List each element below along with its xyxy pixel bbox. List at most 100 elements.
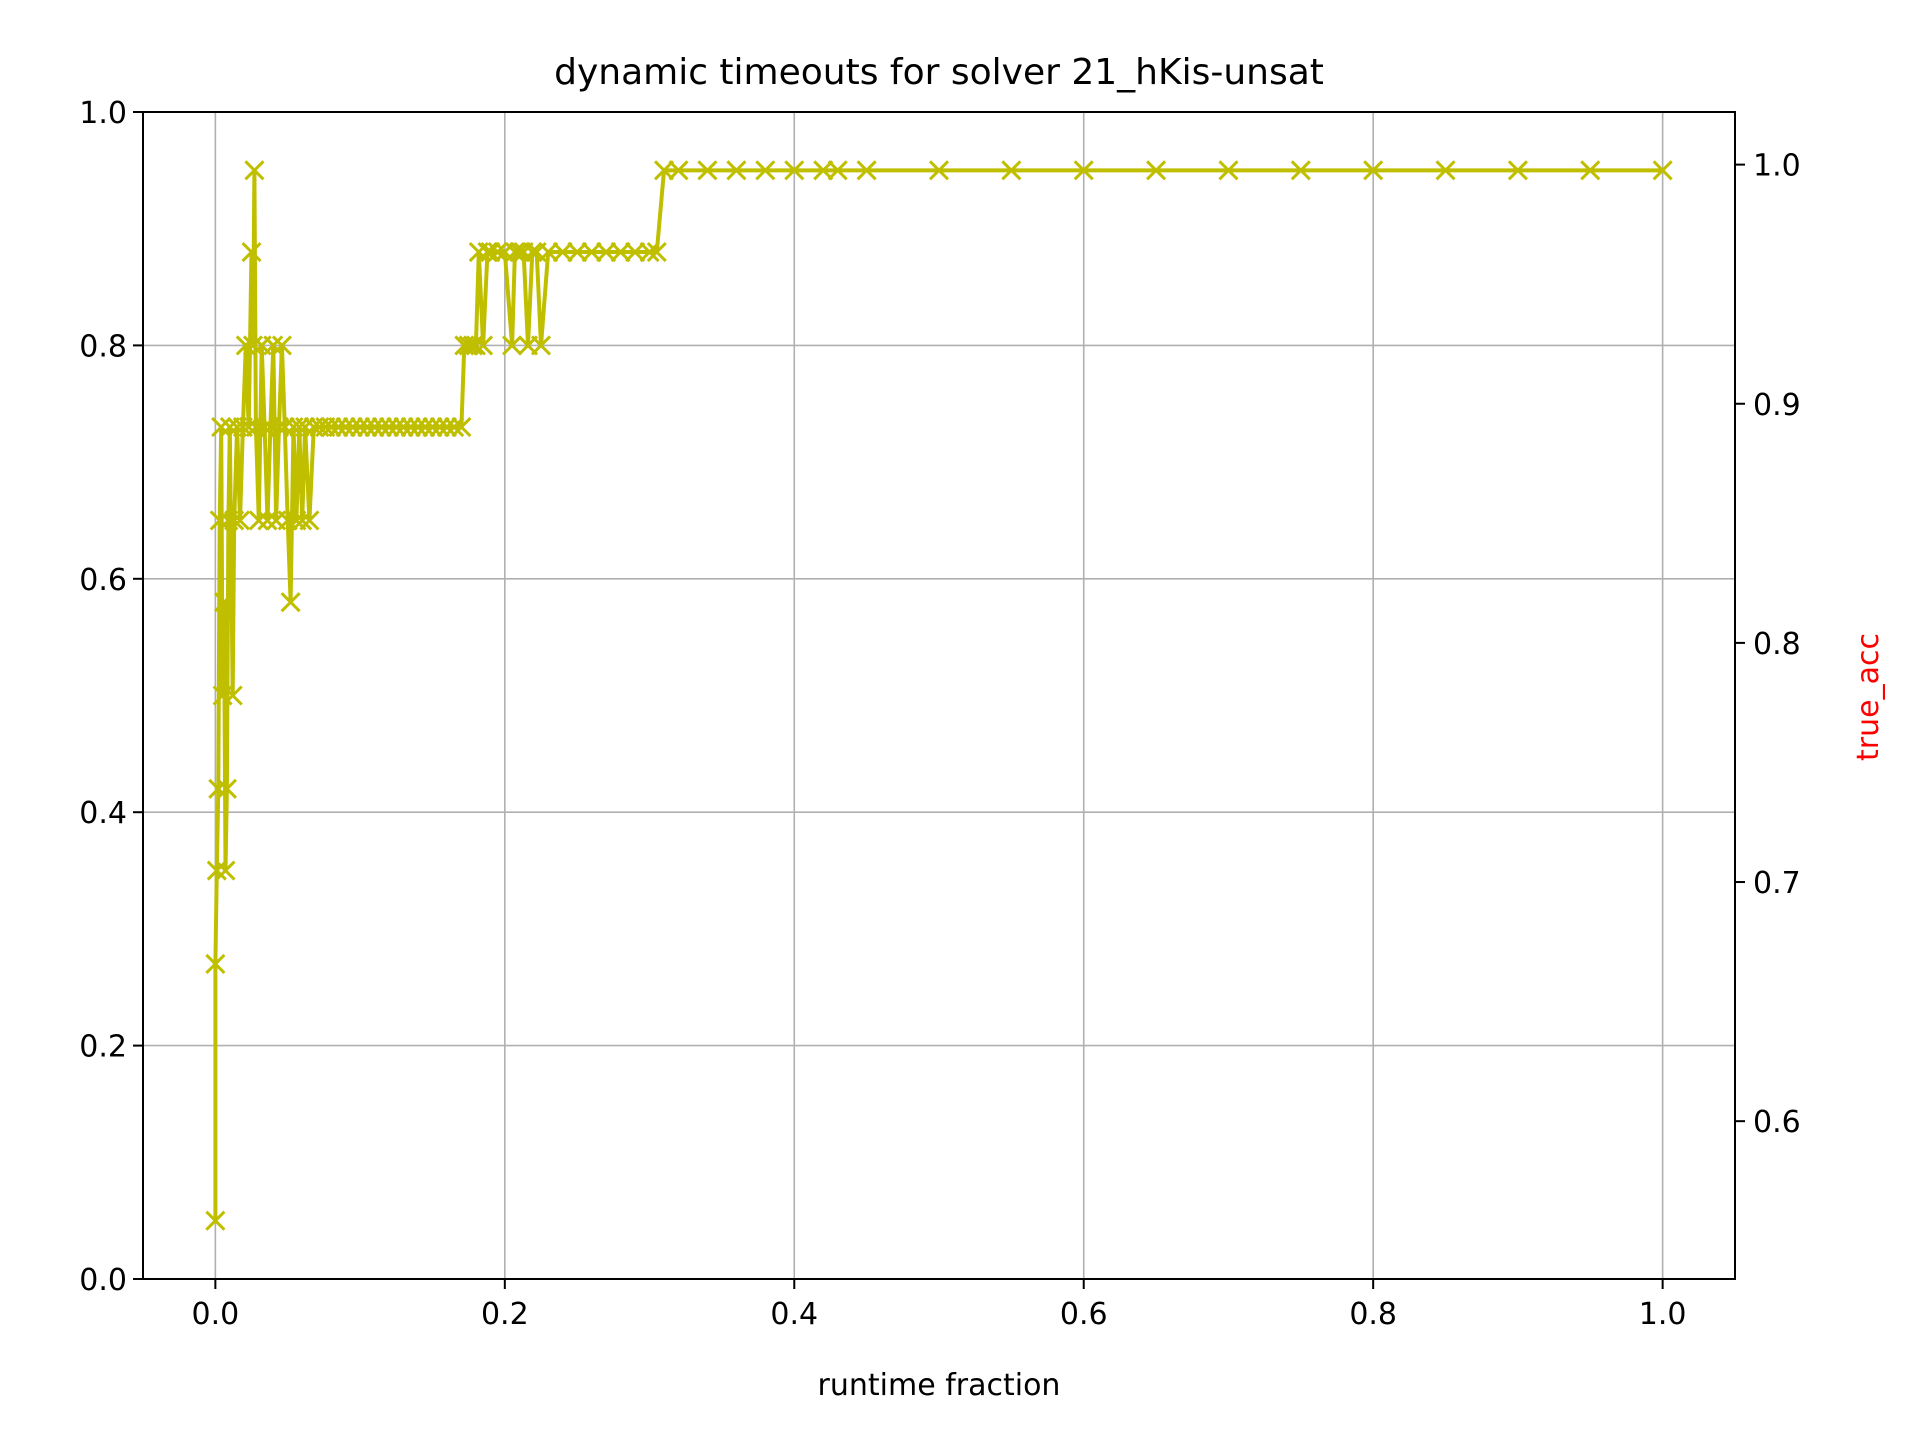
data-point-marker xyxy=(501,335,523,356)
data-point-marker xyxy=(328,417,349,438)
data-point-marker xyxy=(646,241,667,263)
y2-tick-label: 0.9 xyxy=(1753,388,1801,423)
data-point-marker xyxy=(274,417,295,438)
data-point-marker xyxy=(386,417,407,438)
data-point-marker xyxy=(211,417,232,438)
data-point-marker xyxy=(257,510,278,531)
data-point-marker xyxy=(1073,160,1094,181)
data-point-marker xyxy=(263,335,284,356)
plot-frame xyxy=(142,111,1736,1280)
y-axis-left: 0.0 0.2 0.4 0.6 0.8 1.0 xyxy=(79,96,143,1298)
y2-tick-label: 0.6 xyxy=(1753,1105,1801,1140)
data-point-marker xyxy=(371,417,392,438)
data-point-marker xyxy=(215,860,236,881)
data-point-marker xyxy=(235,335,256,356)
data-point-marker xyxy=(697,160,718,181)
data-point-marker xyxy=(567,241,588,263)
chart-title: dynamic timeouts for solver 21_hKis-unsa… xyxy=(554,52,1324,93)
data-point-marker xyxy=(254,417,275,438)
x-axis: 0.0 0.2 0.4 0.6 0.8 1.0 xyxy=(192,1279,1687,1332)
data-point-marker xyxy=(538,241,559,263)
data-point-marker xyxy=(653,160,675,181)
data-point-marker xyxy=(726,160,747,181)
data-point-marker xyxy=(668,160,689,181)
y2-tick-label: 0.7 xyxy=(1753,866,1801,901)
data-point-marker xyxy=(335,417,356,438)
series-layer xyxy=(205,160,1673,1231)
data-point-marker xyxy=(625,241,646,263)
data-point-marker xyxy=(1435,160,1456,181)
data-point-marker xyxy=(342,417,363,438)
data-point-marker xyxy=(1218,160,1239,181)
data-point-marker xyxy=(473,335,494,356)
data-point-marker xyxy=(205,953,226,974)
y-tick-label: 0.6 xyxy=(79,563,127,598)
data-point-marker xyxy=(1363,160,1384,181)
data-point-marker xyxy=(268,417,290,438)
data-point-marker xyxy=(610,241,631,263)
data-point-marker xyxy=(639,241,660,263)
data-point-marker xyxy=(504,241,526,263)
x-tick-label: 0.4 xyxy=(770,1297,818,1332)
data-point-marker xyxy=(224,510,245,531)
data-point-marker xyxy=(422,417,443,438)
y2-tick-label: 0.8 xyxy=(1753,627,1801,662)
data-point-marker xyxy=(393,417,414,438)
series-line xyxy=(213,168,1663,1221)
data-point-marker xyxy=(213,592,235,613)
data-point-marker xyxy=(465,335,486,356)
data-point-marker xyxy=(928,160,950,181)
x-tick-label: 1.0 xyxy=(1639,1297,1687,1332)
y-tick-label: 0.4 xyxy=(79,796,127,831)
data-point-marker xyxy=(364,417,385,438)
data-point-marker xyxy=(813,160,834,181)
data-point-marker xyxy=(487,241,508,263)
data-point-marker xyxy=(206,860,227,881)
data-point-marker xyxy=(400,417,421,438)
x-tick-label: 0.2 xyxy=(481,1297,529,1332)
data-point-marker xyxy=(407,417,429,438)
data-point-marker xyxy=(216,778,238,799)
data-point-marker xyxy=(856,160,877,181)
x-tick-label: 0.0 xyxy=(192,1297,240,1332)
data-point-marker xyxy=(229,510,251,531)
data-point-marker xyxy=(242,335,264,356)
y-tick-label: 1.0 xyxy=(79,96,127,131)
data-point-marker xyxy=(581,241,602,263)
data-point-marker xyxy=(1580,160,1601,181)
data-point-marker xyxy=(1001,160,1022,181)
data-point-marker xyxy=(277,510,298,531)
data-point-marker xyxy=(271,335,292,356)
x-tick-label: 0.6 xyxy=(1060,1297,1108,1332)
data-point-marker xyxy=(784,160,805,181)
data-point-marker xyxy=(205,1210,226,1231)
data-point-marker xyxy=(357,417,378,438)
y-tick-label: 0.0 xyxy=(79,1263,127,1298)
data-point-marker xyxy=(827,160,848,181)
y2-tick-label: 1.0 xyxy=(1753,149,1801,184)
data-point-marker xyxy=(552,241,573,263)
data-point-marker xyxy=(429,417,450,438)
data-point-marker xyxy=(596,241,617,263)
data-point-marker xyxy=(238,417,259,438)
data-point-marker xyxy=(458,335,479,356)
data-point-marker xyxy=(209,510,230,531)
data-point-marker xyxy=(241,241,262,263)
data-point-marker xyxy=(530,335,552,356)
data-point-marker xyxy=(292,510,313,531)
data-point-marker xyxy=(378,417,400,438)
x-axis-title: runtime fraction xyxy=(818,1368,1061,1403)
data-point-marker xyxy=(1290,160,1311,181)
data-point-marker xyxy=(280,592,301,613)
y2-axis-title: true_acc xyxy=(1851,633,1886,761)
data-point-marker xyxy=(321,417,342,438)
data-point-marker xyxy=(480,241,501,263)
data-point-marker xyxy=(444,417,465,438)
x-tick-label: 0.8 xyxy=(1349,1297,1397,1332)
data-point-marker xyxy=(208,778,229,799)
data-point-marker xyxy=(755,160,776,181)
data-point-marker xyxy=(222,685,243,706)
data-point-marker xyxy=(244,160,265,181)
data-point-marker xyxy=(1507,160,1528,181)
data-point-marker xyxy=(295,417,316,438)
